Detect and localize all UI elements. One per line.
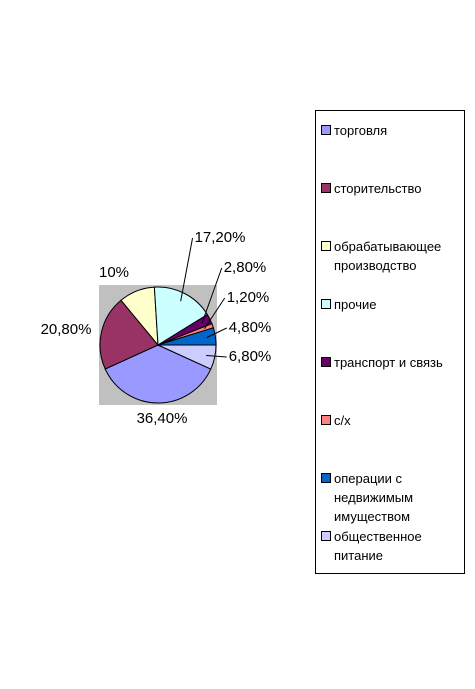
data-label: 2,80% — [224, 259, 267, 276]
pie-slice — [104, 344, 212, 404]
legend-swatch — [321, 125, 331, 135]
legend-label: сторительство — [334, 181, 422, 196]
data-label: 17,20% — [195, 229, 246, 246]
pie-slice — [99, 299, 159, 370]
legend-label: обрабатывающее производство — [334, 239, 442, 273]
leader-line — [204, 297, 226, 329]
legend-item: прочие — [321, 295, 461, 314]
legend-label: с/х — [334, 413, 351, 428]
legend-label: общественное питание — [334, 529, 422, 563]
legend-item: с/х — [321, 411, 461, 430]
legend-swatch — [321, 241, 331, 251]
legend-item: операции с недвижимым имуществом — [321, 469, 461, 526]
leader-line — [201, 267, 223, 324]
legend-label: операции с недвижимым имуществом — [334, 471, 414, 524]
legend-swatch — [321, 299, 331, 309]
legend-label: транспорт и связь — [334, 355, 443, 370]
legend-item: сторительство — [321, 179, 461, 198]
legend-item: обрабатывающее производство — [321, 237, 461, 275]
legend-swatch — [321, 183, 331, 193]
legend-swatch — [321, 415, 331, 425]
legend-item: торговля — [321, 121, 461, 140]
legend-label: торговля — [334, 123, 388, 138]
legend: торговля сторительство обрабатывающее прои… — [315, 110, 465, 574]
leader-line — [206, 327, 227, 339]
legend-item: транспорт и связь — [321, 353, 461, 372]
data-label: 36,40% — [137, 410, 188, 427]
legend-swatch — [321, 531, 331, 541]
data-label: 1,20% — [227, 289, 270, 306]
data-label: 20,80% — [41, 321, 92, 338]
data-label: 4,80% — [229, 319, 272, 336]
legend-swatch — [321, 357, 331, 367]
data-label: 10% — [99, 264, 129, 281]
leader-line — [206, 354, 227, 358]
data-label: 6,80% — [229, 348, 272, 365]
legend-item: общественное питание — [321, 527, 461, 565]
pie-slice — [157, 344, 217, 370]
legend-label: прочие — [334, 297, 377, 312]
leader-line — [180, 237, 194, 302]
legend-swatch — [321, 473, 331, 483]
